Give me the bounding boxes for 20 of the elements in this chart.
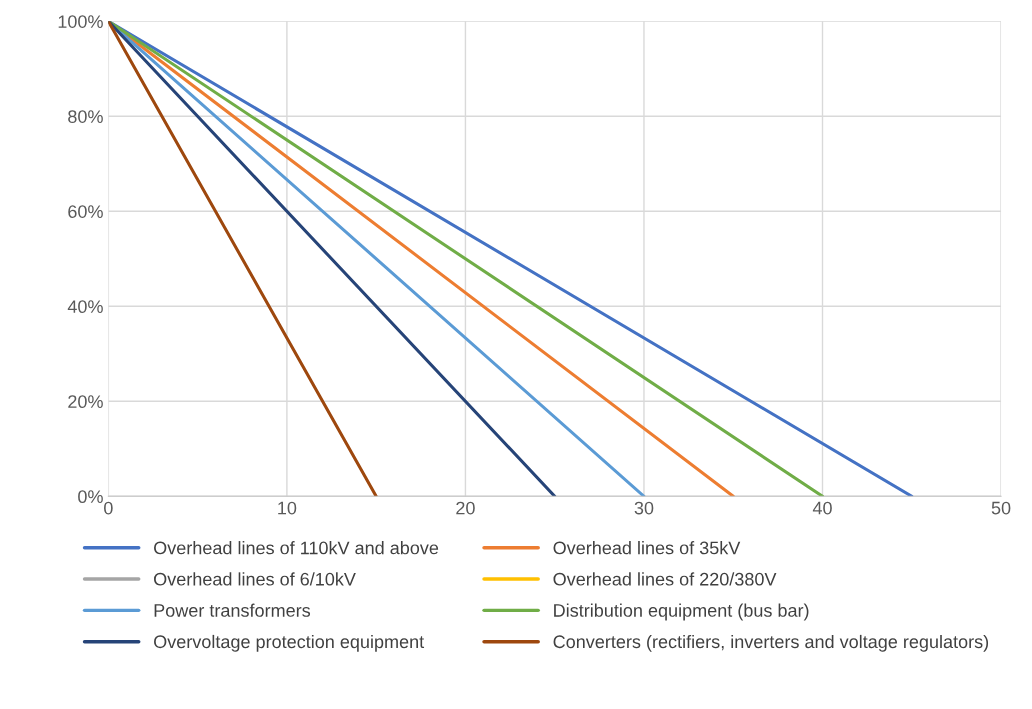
- x-tick-label: 0: [104, 501, 113, 515]
- legend-label: Overhead lines of 220/380V: [553, 572, 777, 586]
- legend-label: Converters (rectifiers, inverters and voltage regulators): [553, 634, 989, 652]
- legend-label: Power transformers: [154, 603, 311, 617]
- y-tick-label: 0%: [78, 490, 103, 504]
- y-tick-label: 40%: [67, 300, 103, 314]
- x-tick-label: 40: [812, 501, 832, 515]
- y-tick-label: 20%: [68, 395, 103, 409]
- y-tick-label: 80%: [68, 110, 103, 123]
- legend-label: Overhead lines of 6/10kV: [154, 572, 356, 586]
- x-tick-label: 10: [278, 501, 297, 515]
- legend-label: Overhead lines of 110kV and above: [154, 541, 439, 555]
- legend-label: Overhead lines of 35kV: [553, 541, 741, 555]
- legend-label: Distribution equipment (bus bar): [554, 603, 809, 621]
- y-tick-label: 60%: [68, 205, 103, 218]
- x-tick-label: 50: [991, 501, 1011, 515]
- x-tick-label: 30: [634, 501, 654, 515]
- x-tick-label: 20: [456, 501, 475, 515]
- y-tick-label: 100%: [58, 15, 103, 28]
- legend-label: Overvoltage protection equipment: [154, 634, 425, 652]
